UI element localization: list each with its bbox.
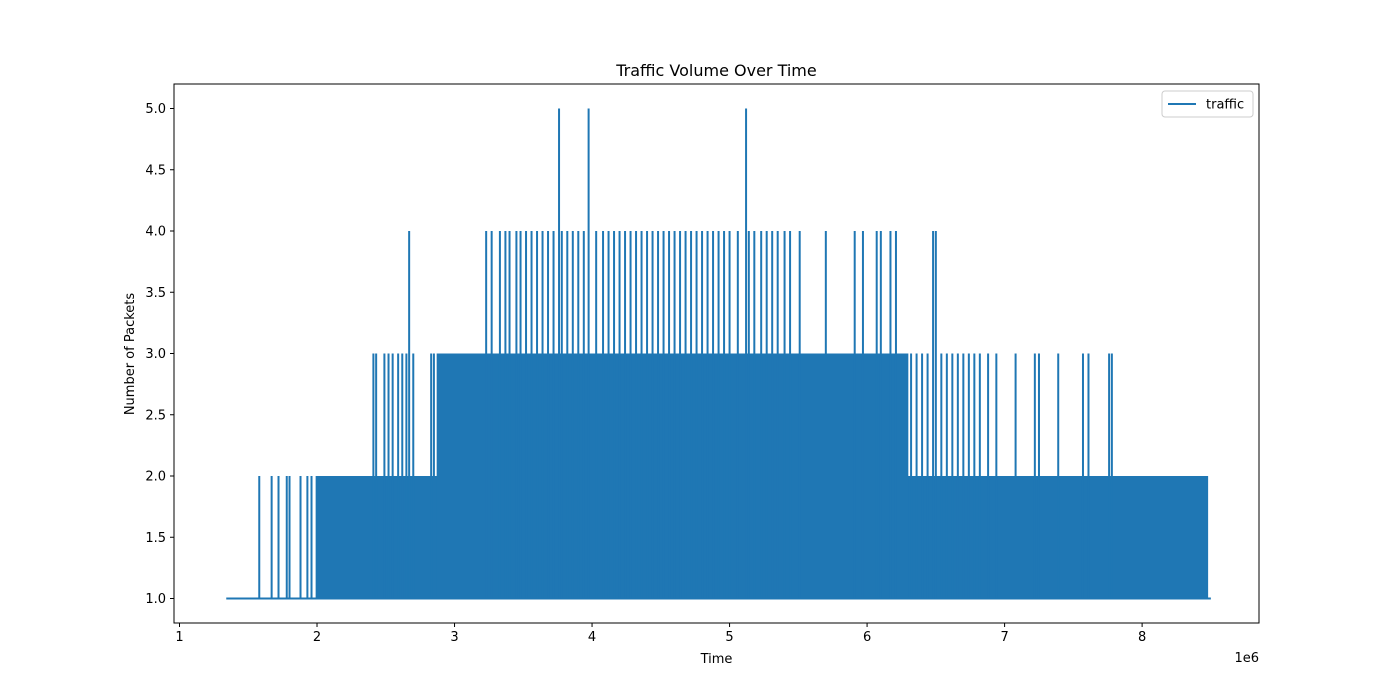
x-tick-label: 6 (863, 630, 871, 645)
x-tick-label: 2 (313, 630, 321, 645)
chart-title: Traffic Volume Over Time (615, 61, 816, 80)
y-axis-label: Number of Packets (123, 293, 138, 416)
y-tick-label: 2.0 (145, 470, 166, 485)
x-axis: 1 2 3 4 5 6 7 8 (175, 623, 1146, 645)
x-tick-label: 4 (588, 630, 596, 645)
y-tick-label: 3.5 (145, 286, 166, 301)
x-axis-label: Time (700, 652, 733, 667)
x-tick-label: 1 (175, 630, 183, 645)
x-tick-label: 5 (725, 630, 733, 645)
series-traffic (226, 108, 1211, 600)
y-tick-label: 2.5 (145, 408, 166, 423)
legend: traffic (1161, 90, 1254, 118)
x-axis-offset-label: 1e6 (1234, 651, 1259, 666)
y-tick-label: 3.0 (145, 347, 166, 362)
y-tick-label: 4.0 (145, 225, 166, 240)
y-tick-label: 1.0 (145, 592, 166, 607)
legend-label-traffic: traffic (1206, 98, 1244, 113)
x-tick-label: 3 (450, 630, 458, 645)
y-axis: 1.0 1.5 2.0 2.5 3.0 3.5 4.0 4.5 5.0 (145, 102, 174, 607)
y-tick-label: 5.0 (145, 102, 166, 117)
x-tick-label: 7 (1000, 630, 1008, 645)
series-band (436, 353, 909, 599)
x-tick-label: 8 (1138, 630, 1146, 645)
y-tick-label: 4.5 (145, 163, 166, 178)
legend-box (1161, 90, 1254, 118)
y-tick-label: 1.5 (145, 531, 166, 546)
